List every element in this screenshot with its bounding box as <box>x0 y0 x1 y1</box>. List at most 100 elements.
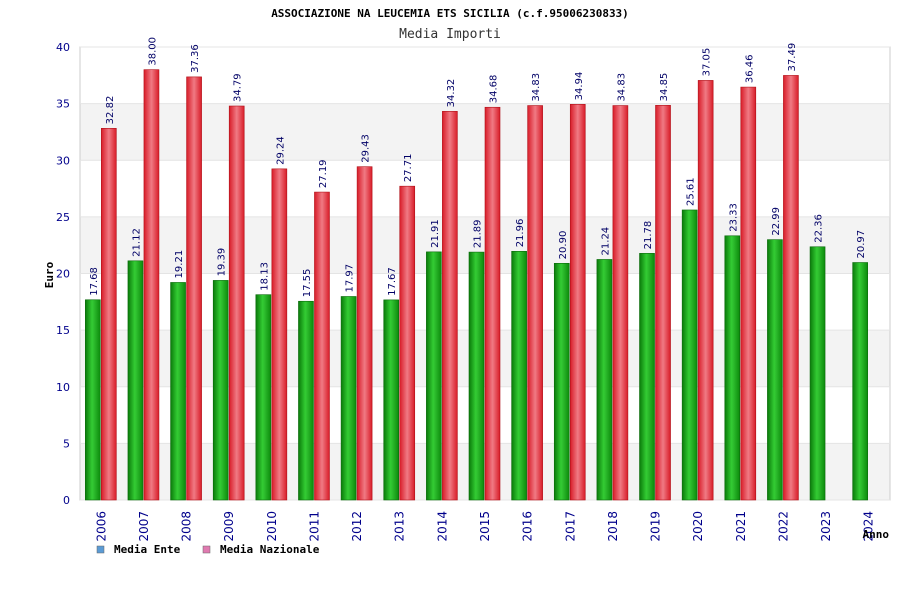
data-label-media-nazionale: 27.19 <box>318 159 329 188</box>
y-tick-label: 5 <box>63 437 70 450</box>
bar-media-ente <box>127 260 144 501</box>
x-tick-label: 2020 <box>691 511 705 542</box>
bar-media-ente <box>170 282 186 501</box>
y-tick-label: 20 <box>56 268 70 281</box>
data-label-media-nazionale: 32.82 <box>105 96 116 125</box>
bar-media-ente <box>85 299 101 501</box>
data-label-media-ente: 21.24 <box>600 227 611 256</box>
bar-media-nazionale <box>228 105 245 501</box>
bar-media-ente <box>426 251 442 501</box>
x-axis-ticks: 2006 2007 2008 2009 2010 2011 2012 2013 2014 2015… <box>94 511 875 542</box>
data-label-media-nazionale: 34.83 <box>531 73 542 102</box>
data-label-media-ente: 21.96 <box>515 219 526 248</box>
data-label-media-ente: 17.68 <box>89 267 100 296</box>
data-label-media-ente: 25.61 <box>686 177 697 206</box>
data-label-media-ente: 22.99 <box>771 207 782 236</box>
data-label-media-ente: 20.90 <box>558 231 569 260</box>
bar-media-ente <box>596 259 613 501</box>
data-label-media-ente: 21.89 <box>473 219 484 248</box>
bar-media-nazionale <box>569 104 586 501</box>
bar-media-ente <box>340 296 357 501</box>
x-tick-label: 2012 <box>350 511 364 542</box>
y-tick-label: 30 <box>56 154 70 167</box>
x-axis-label: Anno <box>863 528 890 541</box>
y-axis-ticks: 0 5 10 15 20 25 30 35 40 <box>56 41 70 507</box>
bar-media-nazionale <box>314 191 330 501</box>
bar-media-nazionale <box>697 80 714 501</box>
bar-media-nazionale <box>740 86 757 501</box>
legend: Media Ente Media Nazionale <box>96 543 320 556</box>
data-label-media-nazionale: 36.46 <box>744 54 755 83</box>
data-label-media-ente: 19.21 <box>174 250 185 279</box>
x-tick-label: 2022 <box>776 511 790 542</box>
x-tick-label: 2016 <box>521 511 535 542</box>
bar-media-nazionale <box>484 106 501 501</box>
chart-title: ASSOCIAZIONE NA LEUCEMIA ETS SICILIA (c.… <box>271 7 629 20</box>
y-axis-label: Euro <box>43 261 56 288</box>
data-label-media-ente: 23.33 <box>728 203 739 232</box>
bar-media-nazionale <box>783 75 799 501</box>
data-label-media-ente: 17.55 <box>302 269 313 298</box>
bar-media-ente <box>468 251 485 501</box>
bar-media-nazionale <box>356 166 373 501</box>
legend-label: Media Ente <box>114 543 181 556</box>
legend-swatch <box>202 545 211 554</box>
x-tick-label: 2021 <box>734 511 748 542</box>
x-tick-label: 2007 <box>137 511 151 542</box>
bar-media-ente <box>298 300 314 501</box>
y-tick-label: 10 <box>56 381 70 394</box>
data-label-media-nazionale: 37.36 <box>190 44 201 73</box>
data-label-media-nazionale: 34.32 <box>446 79 457 108</box>
bar-media-ente <box>852 262 868 501</box>
data-label-media-ente: 21.91 <box>430 219 441 248</box>
x-tick-label: 2011 <box>307 511 321 542</box>
x-tick-label: 2009 <box>222 511 236 542</box>
data-label-media-ente: 19.39 <box>217 248 228 277</box>
bar-media-ente <box>809 246 826 501</box>
bar-media-ente <box>724 235 741 501</box>
data-label-media-nazionale: 34.94 <box>574 72 585 101</box>
data-label-media-nazionale: 34.68 <box>489 75 500 104</box>
data-label-media-ente: 22.36 <box>814 214 825 243</box>
x-tick-label: 2018 <box>606 511 620 542</box>
data-label-media-ente: 18.13 <box>259 262 270 291</box>
bar-media-ente <box>383 299 400 501</box>
x-tick-label: 2015 <box>478 511 492 542</box>
x-tick-label: 2019 <box>649 511 663 542</box>
bar-media-ente <box>681 209 698 501</box>
y-tick-label: 25 <box>56 211 70 224</box>
bar-media-nazionale <box>399 185 416 501</box>
data-label-media-nazionale: 34.83 <box>616 73 627 102</box>
x-tick-label: 2017 <box>563 511 577 542</box>
bar-media-ente <box>767 239 783 501</box>
bar-media-ente <box>255 294 272 501</box>
bar-media-nazionale <box>101 128 117 501</box>
data-label-media-ente: 20.97 <box>856 230 867 259</box>
bar-media-ente <box>511 251 527 501</box>
bar-media-ente <box>212 280 229 501</box>
legend-swatch <box>96 545 105 554</box>
data-label-media-nazionale: 29.24 <box>275 136 286 165</box>
data-label-media-ente: 17.67 <box>387 267 398 296</box>
data-labels: 17.68 32.82 21.12 38.00 19.21 37.36 19.39 34.79… <box>89 37 867 297</box>
data-label-media-nazionale: 29.43 <box>361 134 372 163</box>
bars <box>85 69 868 501</box>
x-tick-label: 2023 <box>819 511 833 542</box>
bar-media-ente <box>553 263 570 501</box>
bar-media-nazionale <box>143 69 160 501</box>
chart-subtitle: Media Importi <box>399 27 501 42</box>
bar-media-nazionale <box>612 105 629 501</box>
y-tick-label: 0 <box>63 494 70 507</box>
legend-label: Media Nazionale <box>220 543 320 556</box>
data-label-media-nazionale: 27.71 <box>403 154 414 183</box>
data-label-media-nazionale: 34.79 <box>233 73 244 102</box>
x-tick-label: 2014 <box>435 511 449 542</box>
y-tick-label: 35 <box>56 98 70 111</box>
y-tick-label: 15 <box>56 324 70 337</box>
data-label-media-ente: 17.97 <box>345 264 356 293</box>
bar-media-ente <box>639 253 655 501</box>
x-tick-label: 2010 <box>265 511 279 542</box>
data-label-media-nazionale: 34.85 <box>659 73 670 102</box>
